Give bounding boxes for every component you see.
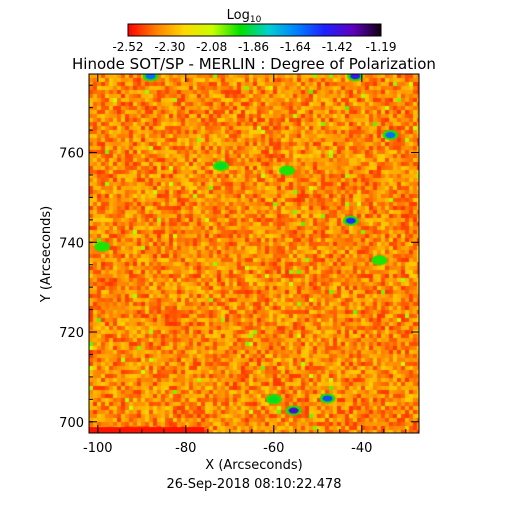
x-tick-label: -40 bbox=[351, 441, 372, 456]
y-axis-label: Y (Arcseconds) bbox=[39, 206, 54, 303]
colorbar-ticks: -2.52 -2.30 -2.08 -1.86 -1.64 -1.42 -1.19 bbox=[112, 40, 396, 54]
y-tick-label: 720 bbox=[59, 326, 84, 341]
colorbar-tick-label: -1.64 bbox=[280, 40, 311, 54]
colorbar-tick-label: -2.08 bbox=[196, 40, 227, 54]
x-axis: -100 -80 -60 -40 bbox=[83, 74, 407, 456]
colorbar-tick-label: -2.30 bbox=[154, 40, 185, 54]
y-tick-label: 740 bbox=[59, 236, 84, 251]
y-tick-label: 760 bbox=[59, 147, 84, 162]
x-axis-label: X (Arcseconds) bbox=[205, 458, 302, 473]
plot-frame bbox=[88, 73, 420, 434]
colorbar-tick-label: -1.19 bbox=[365, 40, 396, 54]
heatmap-raster bbox=[89, 74, 419, 433]
colorbar-label: Log10 bbox=[227, 8, 262, 25]
colorbar-label-subscript: 10 bbox=[250, 15, 262, 25]
heatmap-image bbox=[89, 74, 419, 433]
colorbar-tick-label: -1.86 bbox=[238, 40, 269, 54]
x-tick-label: -60 bbox=[263, 441, 284, 456]
timestamp: 26-Sep-2018 08:10:22.478 bbox=[167, 477, 342, 492]
x-tick-label: -80 bbox=[175, 441, 196, 456]
chart-title: Hinode SOT/SP - MERLIN : Degree of Polar… bbox=[72, 55, 436, 73]
colorbar bbox=[127, 23, 382, 37]
y-tick-label: 700 bbox=[59, 416, 84, 431]
colorbar-tick-label: -1.42 bbox=[322, 40, 353, 54]
colorbar-tick-label: -2.52 bbox=[112, 40, 143, 54]
y-axis: 700 720 740 760 bbox=[59, 84, 419, 431]
x-tick-label: -100 bbox=[83, 441, 113, 456]
